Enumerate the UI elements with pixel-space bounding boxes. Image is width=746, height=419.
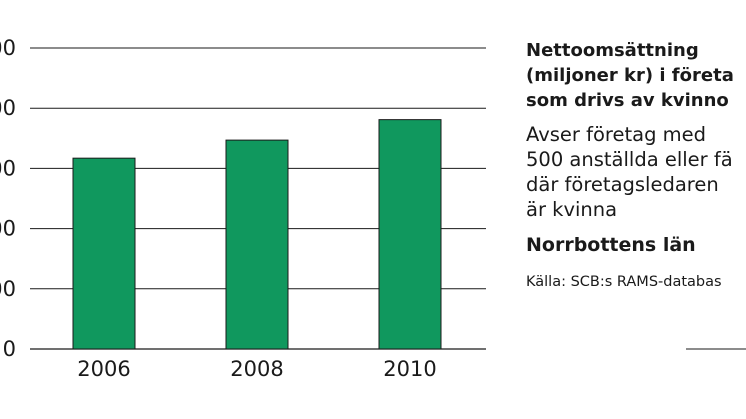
y-tick-label: 00 — [0, 96, 16, 120]
title-line: Nettoomsättning — [526, 40, 699, 61]
subtitle-line: Avser företag med — [526, 123, 707, 146]
chart-title: Nettoomsättning (miljoner kr) i företa s… — [526, 38, 746, 113]
chart-subtitle: Avser företag med 500 anställda eller fä… — [526, 122, 746, 222]
bar-2008 — [225, 139, 289, 350]
x-axis-ticks: 2006 2008 2010 — [77, 357, 436, 381]
subtitle-line: är kvinna — [526, 198, 618, 221]
title-line: (miljoner kr) i företa — [526, 65, 734, 86]
y-tick-label: 0 — [3, 337, 16, 361]
y-tick-label: 00 — [0, 36, 16, 60]
y-axis-ticks: 00000000000 — [0, 36, 16, 361]
subtitle-line: där företagsledaren — [526, 173, 719, 196]
title-line: som drivs av kvinno — [526, 90, 729, 111]
chart-caption: Nettoomsättning (miljoner kr) i företa s… — [526, 38, 746, 292]
x-tick-label: 2010 — [383, 357, 436, 381]
y-tick-label: 00 — [0, 217, 16, 241]
y-tick-label: 00 — [0, 156, 16, 180]
subtitle-line: 500 anställda eller fä — [526, 148, 733, 171]
bar-2010 — [378, 119, 442, 350]
x-tick-label: 2006 — [77, 357, 130, 381]
y-tick-label: 00 — [0, 277, 16, 301]
x-tick-label: 2008 — [230, 357, 283, 381]
bars — [72, 119, 442, 350]
bar-2006 — [72, 157, 136, 350]
source-note: Källa: SCB:s RAMS-databas — [526, 274, 722, 290]
region-label: Norrbottens län — [526, 234, 696, 256]
